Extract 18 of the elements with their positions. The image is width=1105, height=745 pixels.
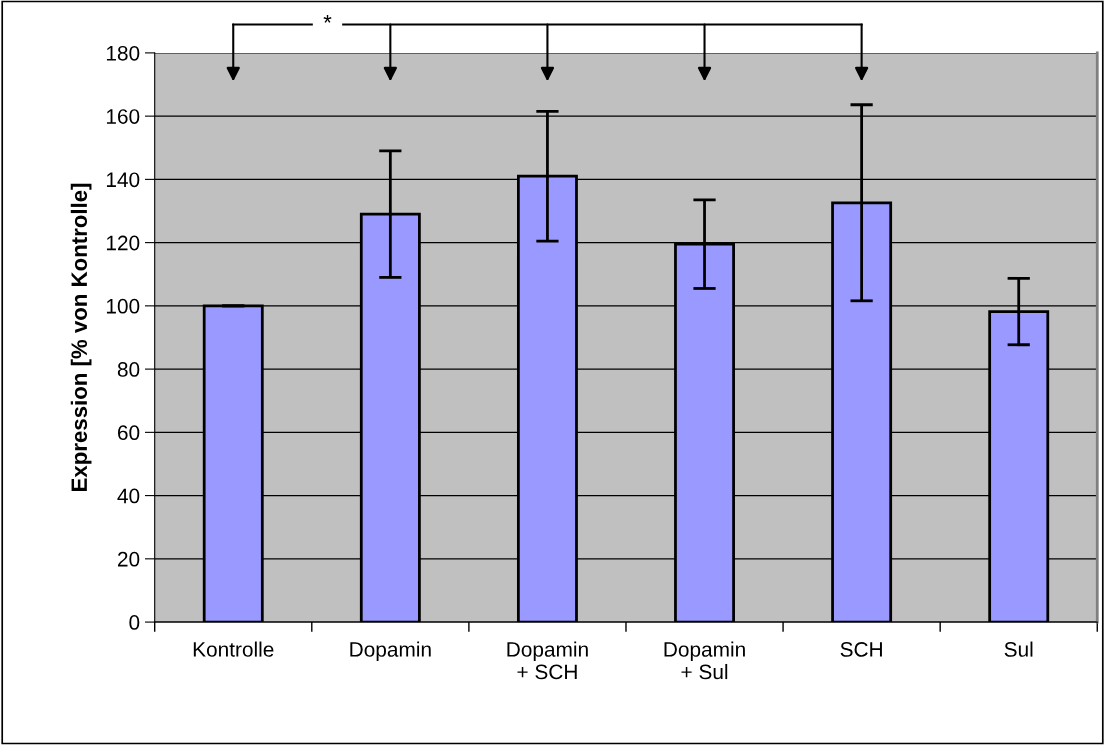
y-tick-label: 180 — [106, 45, 140, 61]
x-tick-label: Kontrolle — [193, 641, 274, 657]
y-tick-label: 0 — [129, 615, 140, 630]
y-tick-label: 120 — [106, 235, 140, 251]
y-tick-label: 160 — [106, 109, 140, 124]
x-tick-label: Dopamin + Sul — [664, 641, 745, 680]
y-tick-label: 80 — [117, 362, 140, 377]
y-tick-label: 140 — [106, 172, 140, 188]
text: * — [323, 14, 332, 23]
y-tick-label: 20 — [117, 551, 140, 567]
y-tick-label: 40 — [117, 488, 140, 504]
y-axis-title: Expression [% von Kontrolle] — [70, 183, 92, 491]
x-tick-label: Dopamin + SCH — [507, 641, 588, 680]
x-tick-label: SCH — [840, 642, 882, 657]
x-tick-label: Dopamin — [350, 641, 431, 661]
y-tick-label: 100 — [106, 298, 140, 314]
x-tick-label: Sul — [1004, 641, 1033, 657]
y-tick-label: 60 — [118, 425, 140, 441]
